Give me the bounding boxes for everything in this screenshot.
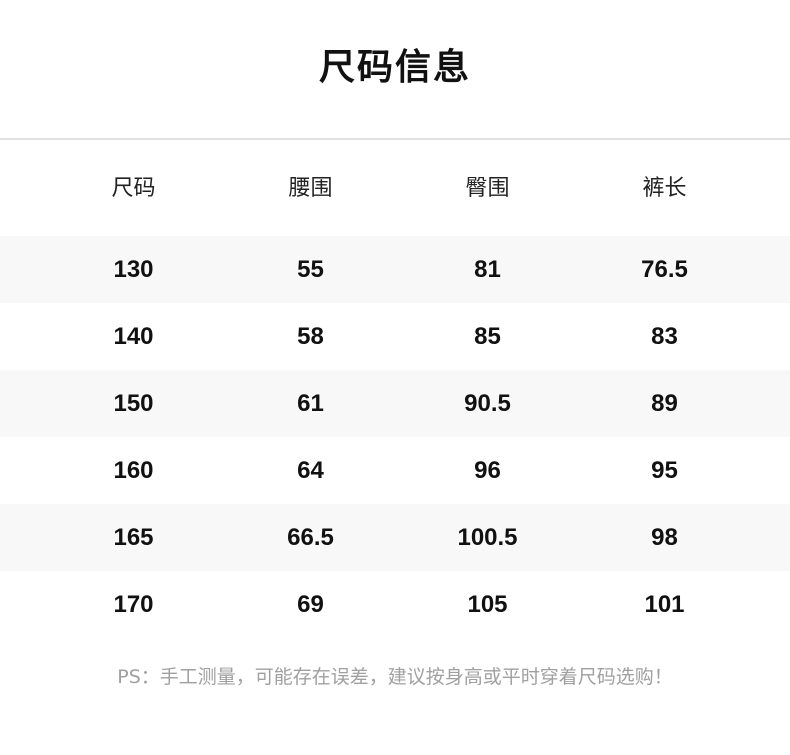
cell-length: 83 — [651, 322, 678, 350]
cell-size: 150 — [113, 389, 154, 417]
cell-hip: 85 — [474, 322, 501, 350]
cell-size: 170 — [113, 590, 154, 618]
cell-waist: 55 — [297, 255, 324, 283]
table-row: 140 58 85 83 — [0, 303, 790, 370]
page-title: 尺码信息 — [318, 47, 471, 88]
cell-size: 160 — [113, 456, 154, 484]
cell-length: 98 — [651, 523, 678, 551]
cell-size: 140 — [113, 322, 154, 350]
divider — [0, 138, 790, 140]
header-length: 裤长 — [642, 175, 687, 201]
cell-hip: 81 — [474, 255, 501, 283]
cell-size: 165 — [113, 523, 154, 551]
cell-waist: 61 — [297, 389, 324, 417]
header-waist: 腰围 — [288, 175, 333, 201]
table-row: 170 69 105 101 — [0, 571, 790, 638]
table-row: 160 64 96 95 — [0, 437, 790, 504]
cell-waist: 66.5 — [287, 523, 334, 551]
table-row: 165 66.5 100.5 98 — [0, 504, 790, 571]
cell-waist: 58 — [297, 322, 324, 350]
cell-length: 76.5 — [641, 255, 688, 283]
cell-waist: 69 — [297, 590, 324, 618]
table-row: 130 55 81 76.5 — [0, 236, 790, 303]
header-hip: 臀围 — [465, 175, 510, 201]
cell-hip: 100.5 — [457, 523, 518, 551]
cell-size: 130 — [113, 255, 154, 283]
cell-length: 95 — [651, 456, 678, 484]
cell-hip: 105 — [467, 590, 508, 618]
table-header-row: 尺码 腰围 臀围 裤长 — [0, 152, 790, 219]
cell-length: 101 — [644, 590, 685, 618]
table-row: 150 61 90.5 89 — [0, 370, 790, 437]
measurement-note: PS：手工测量，可能存在误差，建议按身高或平时穿着尺码选购！ — [117, 666, 673, 688]
header-size: 尺码 — [111, 175, 156, 201]
cell-hip: 90.5 — [464, 389, 511, 417]
cell-waist: 64 — [297, 456, 324, 484]
cell-hip: 96 — [474, 456, 501, 484]
cell-length: 89 — [651, 389, 678, 417]
